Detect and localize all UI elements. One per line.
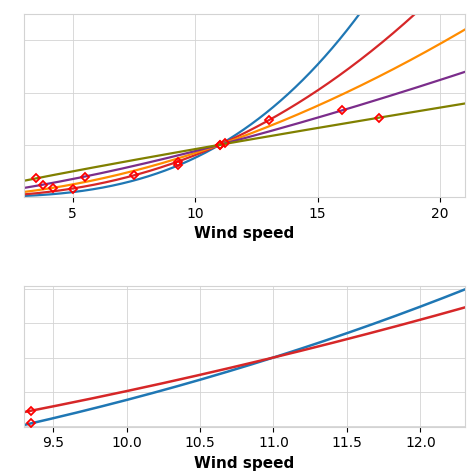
- X-axis label: Wind speed: Wind speed: [194, 456, 294, 471]
- X-axis label: Wind speed: Wind speed: [194, 226, 294, 241]
